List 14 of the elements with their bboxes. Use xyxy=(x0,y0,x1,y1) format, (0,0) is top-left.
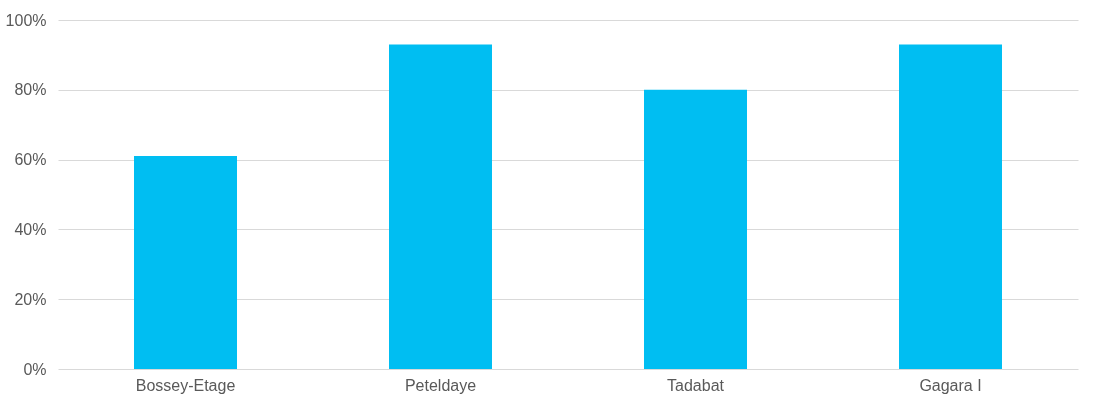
y-tick-label: 100% xyxy=(5,11,47,29)
y-tick-label: 40% xyxy=(14,220,47,238)
bar xyxy=(644,89,747,369)
x-tick-label: Tadabat xyxy=(667,376,725,394)
bar xyxy=(899,44,1002,369)
bar xyxy=(389,44,492,369)
x-tick-label: Peteldaye xyxy=(404,376,477,394)
y-tick-label: 20% xyxy=(14,290,47,308)
y-tick-label: 0% xyxy=(23,360,47,378)
x-tick-label: Bossey-Etage xyxy=(135,376,236,394)
y-tick-label: 80% xyxy=(14,81,47,99)
y-tick-label: 60% xyxy=(14,151,47,169)
x-tick-label: Gagara I xyxy=(919,376,982,394)
bar xyxy=(134,156,237,369)
